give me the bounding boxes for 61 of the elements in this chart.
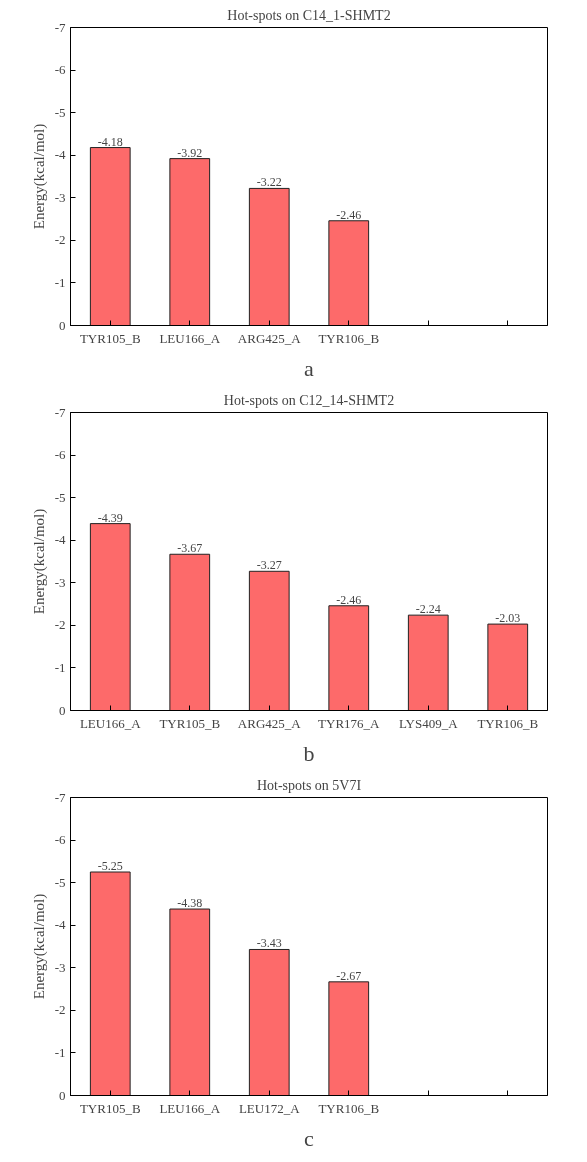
- data-label: -3.67: [177, 541, 203, 556]
- y-tick-label: -6: [54, 832, 66, 848]
- y-tick-label: -2: [54, 232, 66, 248]
- x-tick-label: LEU172_A: [238, 1100, 301, 1116]
- text: c: [304, 1125, 315, 1151]
- y-tick-label: -7: [54, 789, 66, 805]
- y-tick-label: -5: [54, 489, 66, 505]
- data-label: -5.25: [97, 859, 123, 873]
- y-tick-label: 0: [59, 1087, 66, 1103]
- text: b: [303, 740, 315, 766]
- y-tick-label: 0: [59, 317, 66, 333]
- data-label: -3.92: [177, 145, 203, 160]
- y-tick-label: -2: [54, 617, 66, 633]
- chart-title: Hot-spots on C14_1-SHMT2: [227, 7, 391, 23]
- x-tick-label: TYR106_B: [318, 1100, 380, 1116]
- x-tick-label: TYR106_B: [318, 330, 380, 346]
- y-axis-title: Energy(kcal/mol): [30, 508, 48, 615]
- y-tick-label: -7: [54, 19, 66, 35]
- y-tick-label: -4: [54, 147, 66, 163]
- data-label: -2.46: [336, 592, 362, 607]
- y-tick-label: -1: [54, 274, 66, 290]
- data-label: -4.38: [177, 896, 203, 911]
- x-tick-label: LEU166_A: [159, 330, 221, 346]
- x-tick-label: LYS409_A: [398, 715, 459, 731]
- y-tick-label: -4: [54, 532, 66, 548]
- chart-title: Hot-spots on C12_14-SHMT2: [223, 392, 395, 408]
- data-label: -2.67: [336, 968, 362, 983]
- y-tick-label: -2: [54, 1002, 66, 1018]
- x-tick-label: LEU166_A: [159, 1100, 221, 1116]
- data-label: -3.27: [256, 558, 282, 573]
- y-tick-label: -3: [54, 959, 66, 975]
- y-tick-label: -4: [54, 917, 66, 933]
- x-tick-label: LEU166_A: [79, 715, 142, 731]
- chart-title: Hot-spots on 5V7I: [256, 777, 362, 793]
- y-tick-label: -5: [54, 104, 66, 120]
- text: a: [304, 355, 315, 381]
- y-tick-label: -5: [54, 874, 66, 890]
- y-tick-label: -3: [54, 574, 66, 590]
- y-tick-label: 0: [59, 702, 66, 718]
- y-tick-label: -1: [54, 659, 66, 675]
- y-tick-label: -1: [54, 1044, 66, 1060]
- data-label: -3.43: [256, 936, 282, 951]
- y-tick-label: -3: [54, 189, 66, 205]
- data-label: -2.24: [415, 602, 441, 617]
- x-tick-label: ARG425_A: [237, 330, 302, 346]
- data-label: -3.22: [256, 175, 282, 190]
- data-label: -2.46: [336, 207, 362, 222]
- x-tick-label: TYR105_B: [159, 715, 221, 731]
- data-label: -4.18: [97, 134, 123, 149]
- x-tick-label: TYR105_B: [79, 1100, 141, 1116]
- y-tick-label: -6: [54, 447, 66, 463]
- y-tick-label: -7: [54, 404, 66, 420]
- x-tick-label: TYR106_B: [477, 715, 539, 731]
- x-tick-label: ARG425_A: [237, 715, 302, 731]
- data-label: -2.03: [495, 611, 521, 626]
- y-tick-label: -6: [54, 62, 66, 78]
- y-axis-title: Energy(kcal/mol): [30, 123, 48, 230]
- data-label: -4.39: [97, 510, 123, 525]
- x-tick-label: TYR176_A: [318, 715, 381, 731]
- y-axis-title: Energy(kcal/mol): [30, 893, 48, 1000]
- x-tick-label: TYR105_B: [79, 330, 141, 346]
